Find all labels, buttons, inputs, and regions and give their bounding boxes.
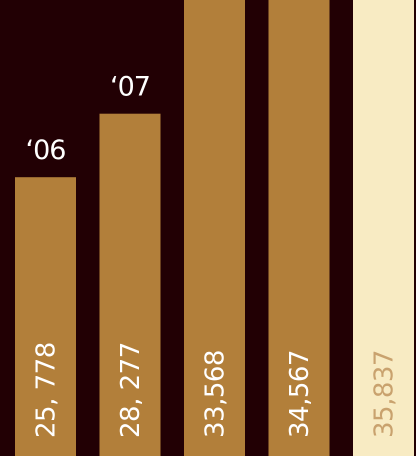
bar-0 (15, 177, 76, 456)
value-label-2: 33,568 (201, 350, 231, 438)
year-labels-group: ‘06‘07‘08‘09‘10 (26, 72, 151, 167)
bar-2 (184, 0, 245, 456)
bar-3 (268, 0, 330, 456)
bars-group (15, 0, 414, 456)
bar-4 (353, 0, 414, 456)
value-label-3: 34,567 (285, 350, 315, 438)
value-label-4: 35,837 (370, 350, 400, 438)
year-label-1: ‘07 (110, 72, 150, 103)
value-labels-group: 25, 778 28, 277 33,568 34,567 35,837 (32, 342, 400, 438)
value-label-0: 25, 778 (32, 342, 62, 438)
bar-1 (99, 113, 161, 456)
value-label-1: 28, 277 (116, 342, 146, 438)
year-label-0: ‘06 (26, 135, 66, 166)
